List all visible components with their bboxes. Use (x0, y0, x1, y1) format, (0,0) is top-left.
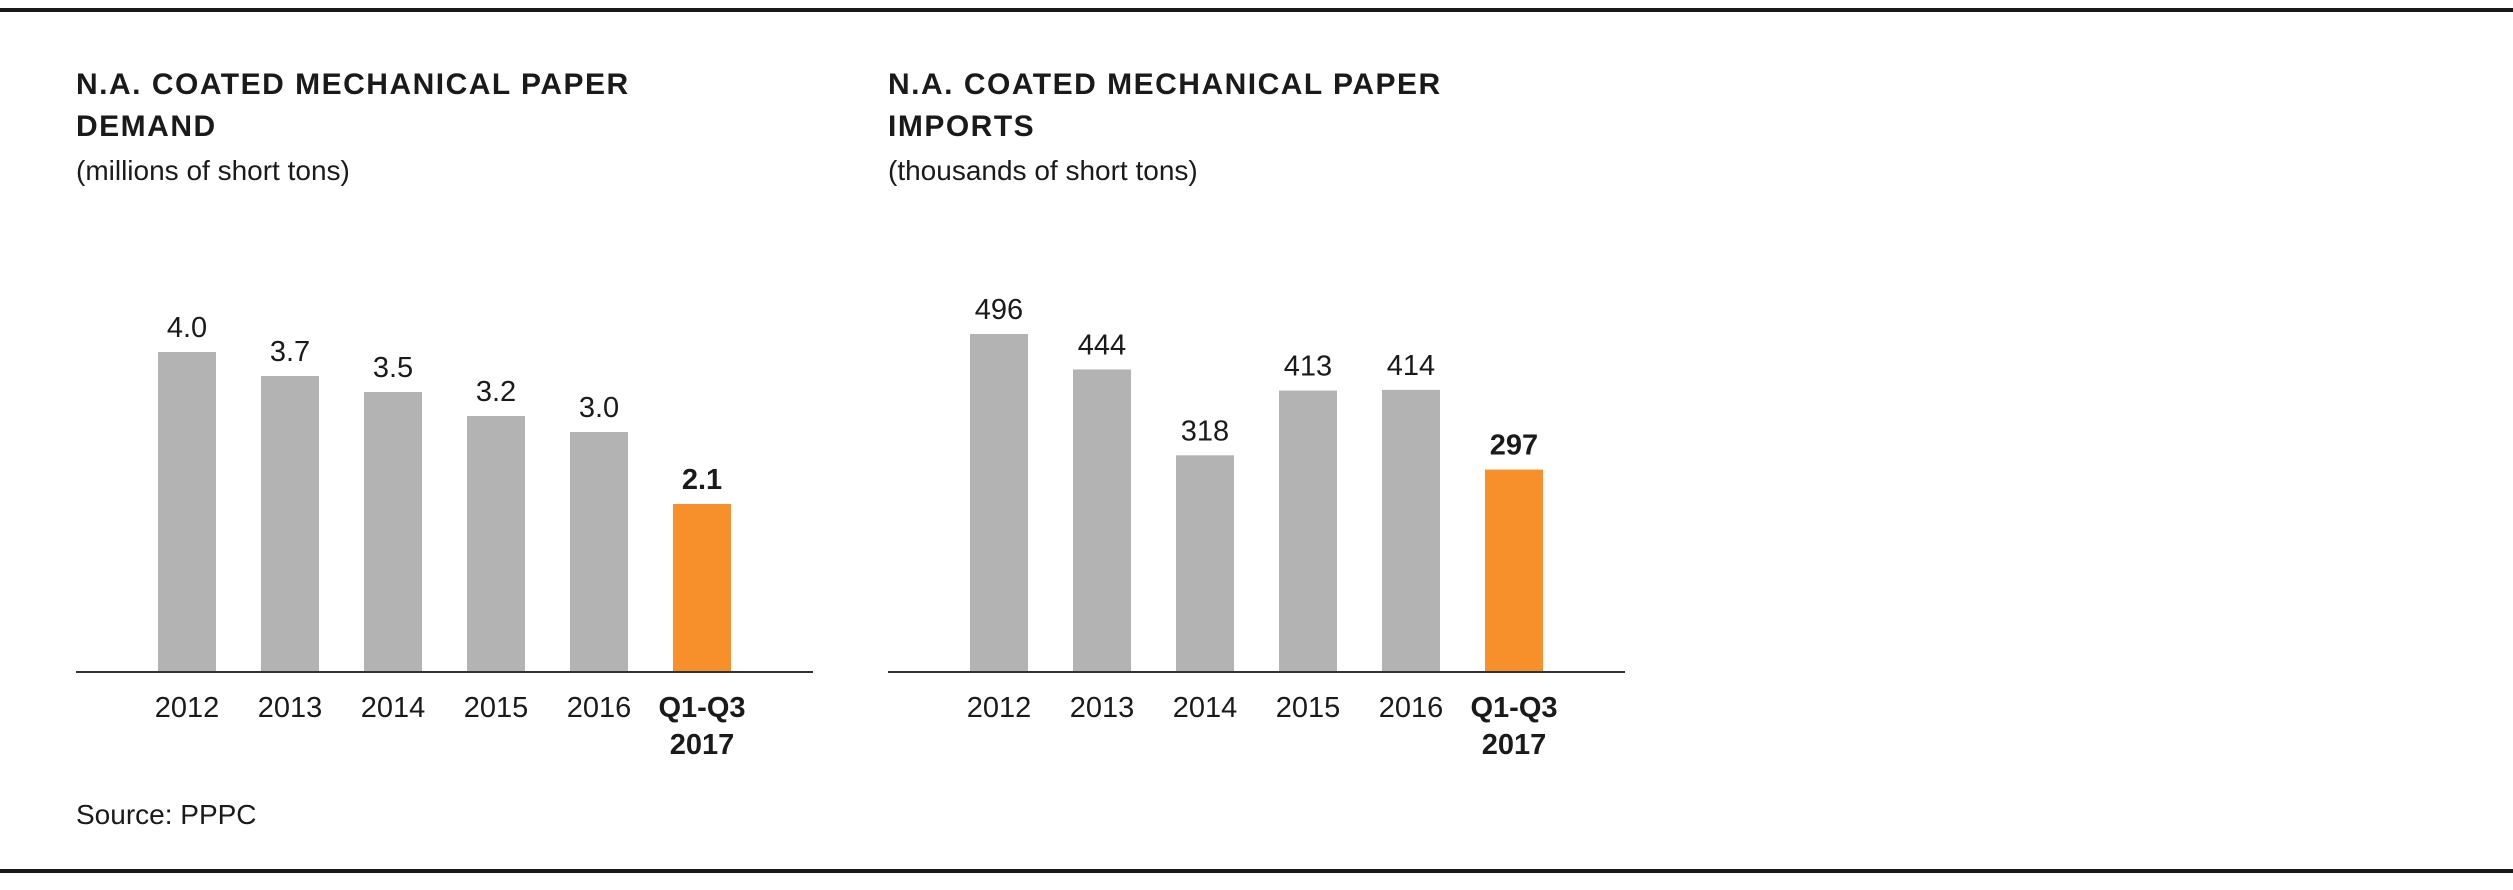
top-rule (0, 8, 2513, 12)
demand-category-label-5-line-0: Q1-Q3 (658, 692, 745, 724)
demand-category-label-5-line-1: 2017 (670, 729, 735, 761)
demand-value-label-1: 3.7 (270, 336, 310, 368)
imports-bar-0 (970, 334, 1028, 672)
imports-bar-1 (1073, 369, 1131, 672)
demand-value-label-4: 3.0 (579, 392, 619, 424)
imports-bar-5 (1485, 469, 1543, 672)
demand-category-label-1: 2013 (258, 692, 323, 724)
imports-category-label-3: 2015 (1276, 692, 1341, 724)
imports-value-label-4: 414 (1387, 350, 1435, 382)
imports-bar-4 (1382, 389, 1440, 672)
bottom-rule (0, 869, 2513, 873)
imports-category-label-1: 2013 (1070, 692, 1135, 724)
imports-value-label-2: 318 (1181, 415, 1229, 447)
imports-bar-2 (1176, 455, 1234, 672)
demand-value-label-3: 3.2 (476, 376, 516, 408)
demand-value-label-5: 2.1 (682, 464, 722, 496)
demand-bar-1 (261, 376, 319, 672)
demand-chart-title: N.A. COATED MECHANICAL PAPER DEMAND (76, 68, 630, 143)
demand-category-label-0: 2012 (155, 692, 220, 724)
imports-value-label-5: 297 (1490, 430, 1538, 462)
demand-bar-2 (364, 392, 422, 672)
imports-category-label-4: 2016 (1379, 692, 1444, 724)
demand-category-label-4: 2016 (567, 692, 632, 724)
demand-chart-subtitle: (millions of short tons) (76, 155, 350, 186)
demand-category-label-3: 2015 (464, 692, 529, 724)
imports-chart-subtitle: (thousands of short tons) (888, 155, 1198, 186)
imports-value-label-1: 444 (1078, 329, 1126, 361)
demand-category-label-2: 2014 (361, 692, 426, 724)
demand-value-label-2: 3.5 (373, 352, 413, 384)
demand-value-label-0: 4.0 (167, 312, 207, 344)
imports-category-label-2: 2014 (1173, 692, 1238, 724)
imports-category-label-5-line-0: Q1-Q3 (1470, 692, 1557, 724)
imports-category-label-5-line-1: 2017 (1482, 729, 1547, 761)
demand-bar-0 (158, 352, 216, 672)
imports-category-label-0: 2012 (967, 692, 1032, 724)
source-note: Source: PPPC (76, 799, 257, 830)
imports-value-label-3: 413 (1284, 351, 1332, 383)
demand-bar-5 (673, 504, 731, 672)
demand-bar-3 (467, 416, 525, 672)
imports-chart-title: N.A. COATED MECHANICAL PAPER IMPORTS (888, 68, 1442, 143)
demand-bar-4 (570, 432, 628, 672)
imports-value-label-0: 496 (975, 294, 1023, 326)
imports-bar-3 (1279, 390, 1337, 672)
